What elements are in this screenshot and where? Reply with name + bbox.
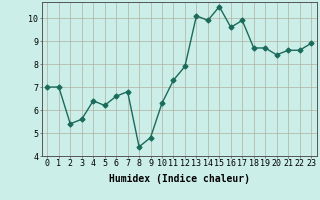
X-axis label: Humidex (Indice chaleur): Humidex (Indice chaleur) <box>109 174 250 184</box>
